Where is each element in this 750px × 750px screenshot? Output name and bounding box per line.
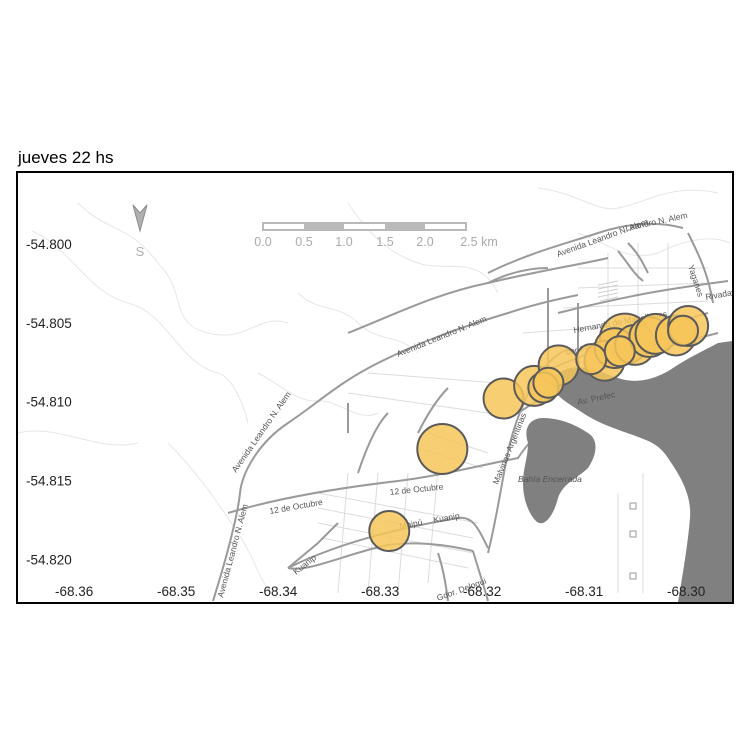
road-label: Kuanip xyxy=(433,510,461,524)
north-arrow-icon xyxy=(133,205,147,231)
scale-label: 2.5 km xyxy=(460,235,498,249)
road-label: Kuanip xyxy=(291,552,318,576)
data-point[interactable] xyxy=(533,368,563,398)
scale-label: 2.0 xyxy=(416,235,433,249)
y-tick-label: -54.810 xyxy=(26,395,72,410)
road-label: Avenida Leandro N. Alem xyxy=(215,503,250,599)
x-tick-label: -68.33 xyxy=(361,584,399,599)
data-point[interactable] xyxy=(576,344,606,374)
scale-label: 1.5 xyxy=(376,235,393,249)
y-tick-label: -54.800 xyxy=(26,237,72,252)
scale-label: 0.5 xyxy=(295,235,312,249)
data-point[interactable] xyxy=(417,424,467,474)
road-label: Avenida Leandro N. Alem xyxy=(395,314,488,359)
map-panel: Avenida Leandro N. Alem Avenida Leandro … xyxy=(16,171,734,604)
data-point[interactable] xyxy=(369,511,409,551)
x-tick-label: -68.35 xyxy=(157,584,195,599)
coast-symbols xyxy=(630,503,636,579)
y-tick-label: -54.815 xyxy=(26,474,72,489)
road-label: Yaganes xyxy=(686,264,706,298)
north-arrow: S xyxy=(133,205,147,259)
north-arrow-label: S xyxy=(136,244,145,259)
road-label: Leandro N. Alem xyxy=(624,210,688,233)
map-title: jueves 22 hs xyxy=(18,148,113,168)
road-label: Avenida Leandro N. Alem xyxy=(229,390,292,475)
x-tick-label: -68.30 xyxy=(667,584,705,599)
data-point[interactable] xyxy=(668,316,698,346)
bahia-encerrada-water xyxy=(523,418,596,523)
map-canvas: Avenida Leandro N. Alem Avenida Leandro … xyxy=(18,173,732,602)
road-label: Bahía Encerrada xyxy=(518,474,582,484)
x-tick-label: -68.31 xyxy=(565,584,603,599)
x-tick-label: -68.32 xyxy=(463,584,501,599)
scale-label: 1.0 xyxy=(335,235,352,249)
scale-bar: 0.0 0.5 1.0 1.5 2.0 2.5 km xyxy=(254,223,497,249)
x-tick-label: -68.36 xyxy=(55,584,93,599)
scale-label: 0.0 xyxy=(254,235,271,249)
y-tick-label: -54.820 xyxy=(26,552,72,567)
road-label: Rivadavia xyxy=(705,286,732,302)
y-tick-label: -54.805 xyxy=(26,316,72,331)
x-tick-label: -68.34 xyxy=(259,584,298,599)
data-point[interactable] xyxy=(605,336,635,366)
